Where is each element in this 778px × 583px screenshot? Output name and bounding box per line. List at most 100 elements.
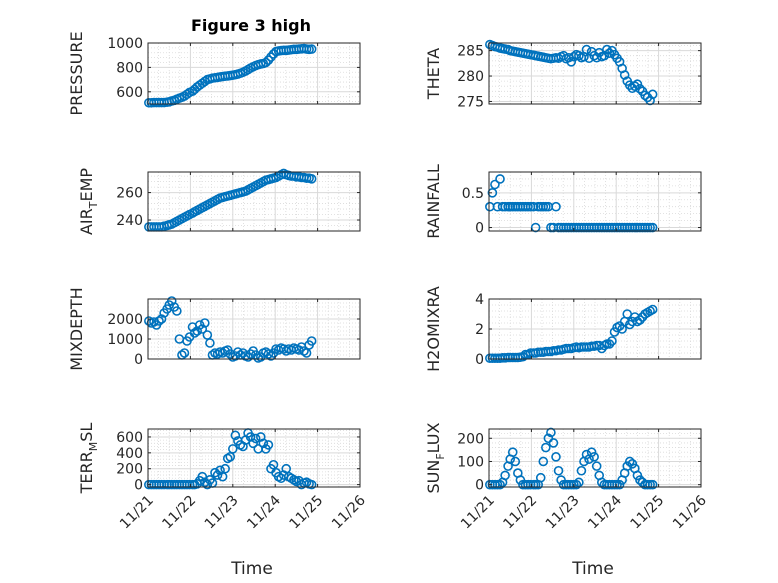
data-point	[250, 433, 261, 444]
data-point	[299, 346, 309, 356]
subplot-sun-flux: 11/21 11/22 11/23 11/24 11/25 11/26 0 100 200 SUN…	[424, 422, 710, 579]
data-point	[614, 479, 625, 490]
y-tick-label: 260	[116, 186, 143, 202]
data-point	[604, 48, 615, 58]
y-tick-label: 1000	[107, 36, 143, 52]
subplot-terr-msl: 11/21 11/22 11/23 11/24 11/25 11/26 0200400600…	[77, 423, 369, 579]
x-tick-label: 11/23	[202, 493, 242, 533]
y-tick-label: 4	[475, 292, 484, 308]
data-point	[268, 49, 279, 59]
y-axis-label: AIRTEMP	[77, 168, 100, 235]
data-point	[538, 456, 549, 467]
y-axis-label: PRESSURE	[67, 31, 86, 115]
data-point	[541, 442, 551, 453]
axes-box	[488, 42, 702, 105]
axes-box	[488, 428, 702, 488]
data-point	[647, 89, 658, 100]
data-point	[530, 222, 541, 233]
y-tick-label: 0	[475, 352, 484, 368]
data-point	[630, 81, 640, 92]
data-point	[546, 427, 556, 438]
data-point	[189, 328, 200, 338]
subplot-rainfall: 0 0.5 RAINFALL	[424, 164, 702, 239]
data-point	[261, 57, 271, 68]
data-point	[551, 452, 561, 462]
data-point	[574, 50, 584, 61]
data-point	[500, 470, 510, 481]
data-point	[200, 76, 210, 87]
y-tick-label: 100	[457, 454, 484, 470]
data-point	[210, 467, 220, 478]
subplot-h2omixra: 0 2 4 H2OMIXRA	[424, 286, 702, 372]
x-tick-label: 11/25	[628, 493, 668, 533]
x-tick-label: 11/22	[500, 493, 540, 533]
y-tick-label: 600	[116, 430, 143, 446]
data-point	[535, 472, 546, 483]
subplot-theta: 275 280 285 THETA	[424, 39, 702, 110]
y-tick-label: 240	[116, 213, 143, 229]
data-point	[495, 479, 505, 490]
data-point	[632, 470, 643, 481]
data-point	[230, 430, 241, 441]
x-tick-label: 11/25	[287, 493, 327, 533]
axes-box	[147, 42, 361, 105]
y-tick-label: 0.5	[462, 186, 484, 202]
axes-box	[147, 298, 361, 360]
data-point	[581, 44, 592, 55]
x-axis-label: Time	[230, 559, 273, 579]
data-point	[619, 70, 630, 80]
y-tick-label: 600	[116, 85, 143, 101]
data-point	[490, 179, 500, 190]
axes-box	[488, 171, 702, 232]
data-point	[591, 461, 602, 471]
data-point	[258, 438, 269, 449]
y-tick-label: 1000	[107, 332, 143, 348]
data-point	[156, 314, 167, 324]
x-axis-label: Time	[571, 559, 614, 579]
y-axis-label: TERRMSL	[77, 423, 100, 495]
figure-title: Figure 3 high	[191, 16, 311, 35]
y-tick-label: 800	[116, 60, 143, 76]
y-tick-label: 0	[475, 221, 484, 237]
subplot-pressure: 600 800 1000 PRESSURE	[67, 31, 361, 116]
data-point	[200, 318, 210, 328]
data-point	[589, 452, 599, 462]
y-tick-label: 0	[134, 352, 143, 368]
data-point	[187, 208, 198, 218]
data-point	[179, 348, 190, 358]
data-point	[624, 456, 635, 467]
data-point	[197, 471, 208, 482]
y-axis-label: H2OMIXRA	[424, 286, 443, 372]
x-tick-label: 11/26	[670, 492, 710, 532]
data-point	[647, 479, 658, 490]
data-point	[263, 349, 274, 359]
y-tick-label: 285	[457, 44, 484, 60]
y-tick-label: 200	[457, 431, 484, 447]
data-point	[647, 222, 658, 233]
data-point	[635, 83, 645, 94]
y-tick-label: 2000	[107, 312, 143, 328]
data-point	[306, 174, 317, 184]
data-point	[306, 44, 317, 54]
x-tick-label: 11/24	[244, 492, 284, 532]
plot-area	[489, 172, 701, 231]
data-point	[202, 479, 213, 490]
data-point	[228, 444, 238, 454]
x-tick-label: 11/26	[329, 492, 369, 532]
y-axis-label: MIXDEPTH	[67, 287, 86, 370]
data-point	[632, 79, 643, 89]
subplot-mixdepth: 0 1000 2000 MIXDEPTH	[67, 287, 361, 371]
y-axis-label: SUNFLUX	[424, 422, 447, 493]
data-point	[553, 465, 564, 476]
y-tick-label: 275	[457, 94, 484, 110]
data-point	[576, 465, 587, 476]
y-tick-label: 400	[116, 446, 143, 462]
data-point	[172, 306, 182, 316]
data-point	[154, 316, 164, 326]
data-point	[248, 438, 258, 449]
data-point	[507, 447, 518, 458]
data-point	[205, 338, 215, 348]
data-point	[518, 351, 528, 362]
